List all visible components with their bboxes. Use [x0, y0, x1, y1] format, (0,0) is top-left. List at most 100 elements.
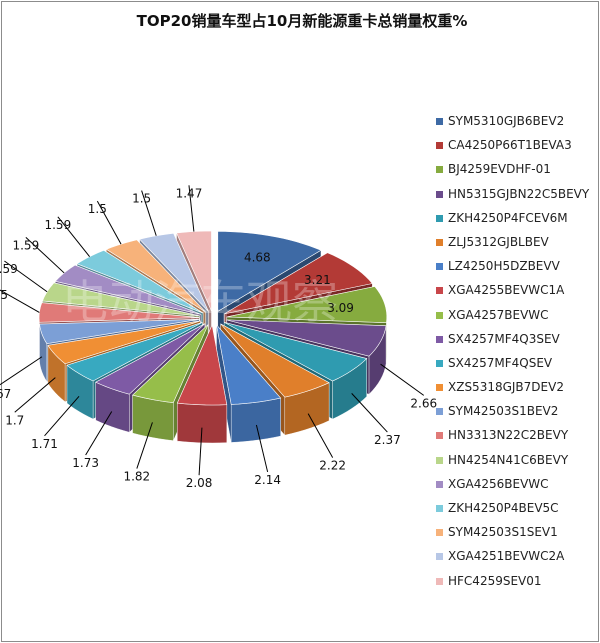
legend-label: HN5315GJBN22C5BEVY [448, 186, 590, 201]
legend-item: SX4257MF4Q3SEV [426, 330, 596, 354]
legend-label: XGA4256BEVWC [448, 476, 549, 491]
value-label: 1.59 [0, 262, 18, 276]
pie-slice [38, 302, 200, 323]
slice-rim [231, 397, 281, 443]
legend-item: SYM42503S1SEV1 [426, 523, 596, 547]
legend-item: XGA4256BEVWC [426, 475, 596, 499]
leader-line [14, 377, 56, 413]
legend-swatch [436, 118, 443, 125]
legend-item: XGA4257BEVWC [426, 306, 596, 330]
value-label: 1.71 [31, 437, 58, 451]
value-label: 1.59 [44, 218, 71, 232]
value-label: 1.82 [123, 470, 150, 484]
legend-swatch [436, 577, 443, 585]
legend-item: HFC4259SEV01 [426, 572, 596, 596]
legend-label: HFC4259SEV01 [448, 573, 542, 588]
leader-line [351, 393, 388, 433]
pie-slice [217, 231, 322, 312]
pie-slice [224, 321, 368, 382]
value-labels: 4.68 3.21 3.09 2.66 2.37 2.22 2.14 2.08 1.82 1.73… [0, 186, 437, 490]
legend-swatch [436, 142, 443, 150]
legend-label: HN3313N22C2BEVY [448, 428, 569, 443]
pie-slice [226, 286, 388, 324]
legend: SYM5310GJB6BEV2 CA4250P66T1BEVA3 BJ4259EVD… [426, 112, 596, 596]
legend-swatch [436, 384, 443, 392]
pie-tops [38, 230, 388, 406]
legend-swatch [436, 408, 443, 416]
value-label: 1.7 [5, 413, 24, 427]
legend-swatch [436, 287, 443, 295]
leader-line [57, 216, 91, 257]
pie-slice [54, 264, 202, 315]
legend-item: XZS5318GJB7DEV2 [426, 378, 596, 402]
pie-slice [42, 282, 200, 317]
legend-item: XGA4255BEVWC1A [426, 281, 596, 305]
pie-slice [176, 323, 228, 406]
leader-line [4, 260, 48, 293]
pie-slice [226, 319, 387, 357]
legend-label: XGA4257BEVWC [448, 307, 549, 322]
legend-swatch [436, 335, 443, 343]
pie-slice [131, 324, 209, 403]
legend-item: ZKH4250P4BEV5C [426, 499, 596, 523]
value-label: 2.08 [186, 476, 213, 490]
value-label: 4.68 [244, 250, 271, 264]
leader-line [380, 363, 425, 396]
legend-label: HN4254N41C6BEVY [448, 452, 569, 467]
chart-title: TOP20销量车型占10月新能源重卡总销量权重% [136, 12, 468, 30]
value-label: 1.59 [12, 238, 39, 252]
leader-line [198, 427, 203, 476]
legend-label: SX4257MF4Q3SEV [448, 331, 560, 346]
legend-item: LZ4250H5DZBEVV [426, 257, 596, 281]
value-label: 1.67 [0, 387, 11, 401]
slice-rim [177, 402, 228, 444]
legend-item: CA4250P66T1BEVA3 [426, 136, 596, 160]
leader-line [307, 413, 334, 458]
legend-swatch [436, 238, 443, 246]
value-label: 1.73 [72, 456, 99, 470]
legend-item: BJ4259EVDHF-01 [426, 160, 596, 184]
legend-swatch [436, 529, 443, 537]
value-label: 2.14 [254, 473, 281, 487]
legend-label: XZS5318GJB7DEV2 [448, 380, 564, 395]
legend-swatch [436, 432, 443, 440]
legend-swatch [436, 190, 443, 198]
legend-label: SYM5310GJB6BEV2 [448, 114, 565, 128]
pie-slice [95, 323, 206, 395]
legend-swatch [436, 553, 443, 561]
value-label: 1.47 [176, 186, 203, 200]
leader-line [85, 411, 113, 456]
leader-line [44, 395, 80, 437]
leader-line [141, 190, 157, 236]
legend-label: XGA4255BEVWC1A [448, 283, 565, 298]
legend-swatch [436, 505, 443, 512]
legend-item: HN3313N22C2BEVY [426, 426, 596, 450]
value-label: 2.37 [374, 433, 401, 447]
legend-swatch [436, 214, 443, 222]
legend-item: ZLJ5312GJBLBEV [426, 233, 596, 257]
pie-slice [105, 239, 206, 313]
legend-item: ZKH4250P4FCEV6M [426, 209, 596, 233]
leader-line [136, 422, 153, 469]
leader-lines [0, 185, 425, 476]
pie-slice [66, 322, 203, 382]
pie-slice [176, 230, 212, 312]
legend-item: SYM42503S1BEV2 [426, 402, 596, 426]
pie-slice [224, 252, 373, 315]
value-label: 3.09 [327, 301, 354, 315]
legend-swatch [436, 480, 443, 488]
leader-line [0, 356, 43, 386]
legend-swatch [436, 166, 443, 174]
legend-label: SYM42503S1BEV2 [448, 404, 559, 419]
watermark-text: 电动汽车观察 [62, 275, 338, 329]
legend-label: XGA4251BEVWC2A [448, 549, 565, 564]
value-label: 1.5 [132, 192, 151, 206]
pie-slice [216, 323, 282, 405]
value-label: 2.22 [319, 459, 346, 473]
legend-label: ZKH4250P4BEV5C [448, 501, 559, 515]
leader-line [25, 236, 65, 274]
legend-item: HN4254N41C6BEVY [426, 451, 596, 475]
pie-slice [220, 323, 330, 398]
leader-line [255, 424, 269, 473]
